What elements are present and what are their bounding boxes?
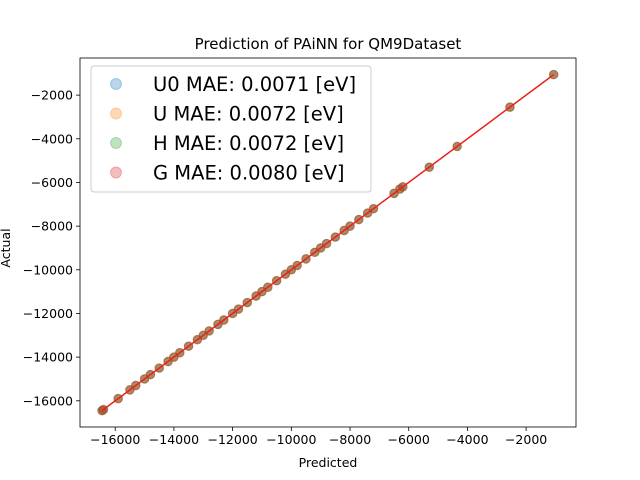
legend-marker: [110, 107, 122, 120]
x-tick-label: −8000: [329, 432, 371, 447]
axes: −16000 −14000 −12000 −10000 −8000 −6000 −4000 −…: [23, 57, 577, 447]
legend-label: U0 MAE: 0.0071 [eV]: [153, 73, 356, 96]
legend-label: H MAE: 0.0072 [eV]: [153, 132, 344, 155]
x-tick-label: −2000: [505, 432, 547, 447]
legend-label: U MAE: 0.0072 [eV]: [153, 103, 344, 126]
x-tick-label: −10000: [266, 432, 316, 447]
x-tick-label: −14000: [149, 432, 199, 447]
y-tick-label: −2000: [31, 88, 73, 103]
legend-label: G MAE: 0.0080 [eV]: [153, 162, 345, 185]
y-tick-label: −10000: [23, 262, 73, 277]
chart-title: Prediction of PAiNN for QM9Dataset: [195, 35, 462, 53]
y-tick-label: −16000: [23, 393, 73, 408]
plot-area: [97, 69, 559, 416]
legend-marker: [110, 166, 122, 179]
y-tick-label: −4000: [31, 131, 73, 146]
x-axis-label: Predicted: [299, 455, 358, 470]
x-tick-label: −4000: [446, 432, 488, 447]
x-tick-label: −12000: [207, 432, 257, 447]
y-tick-label: −12000: [23, 306, 73, 321]
legend-box: [90, 65, 372, 193]
legend: U0 MAE: 0.0071 [eV] U MAE: 0.0072 [eV] H M…: [90, 65, 372, 193]
legend-marker: [110, 78, 122, 90]
fit-line: [101, 73, 555, 412]
x-tick-label: −16000: [90, 432, 140, 447]
y-axis-label: Actual: [0, 228, 13, 267]
y-tick-label: −6000: [31, 175, 73, 190]
legend-marker: [110, 137, 122, 149]
y-tick-label: −8000: [31, 219, 73, 234]
x-tick-label: −6000: [388, 432, 430, 447]
plot-frame: [79, 57, 577, 428]
y-tick-label: −14000: [23, 350, 73, 365]
